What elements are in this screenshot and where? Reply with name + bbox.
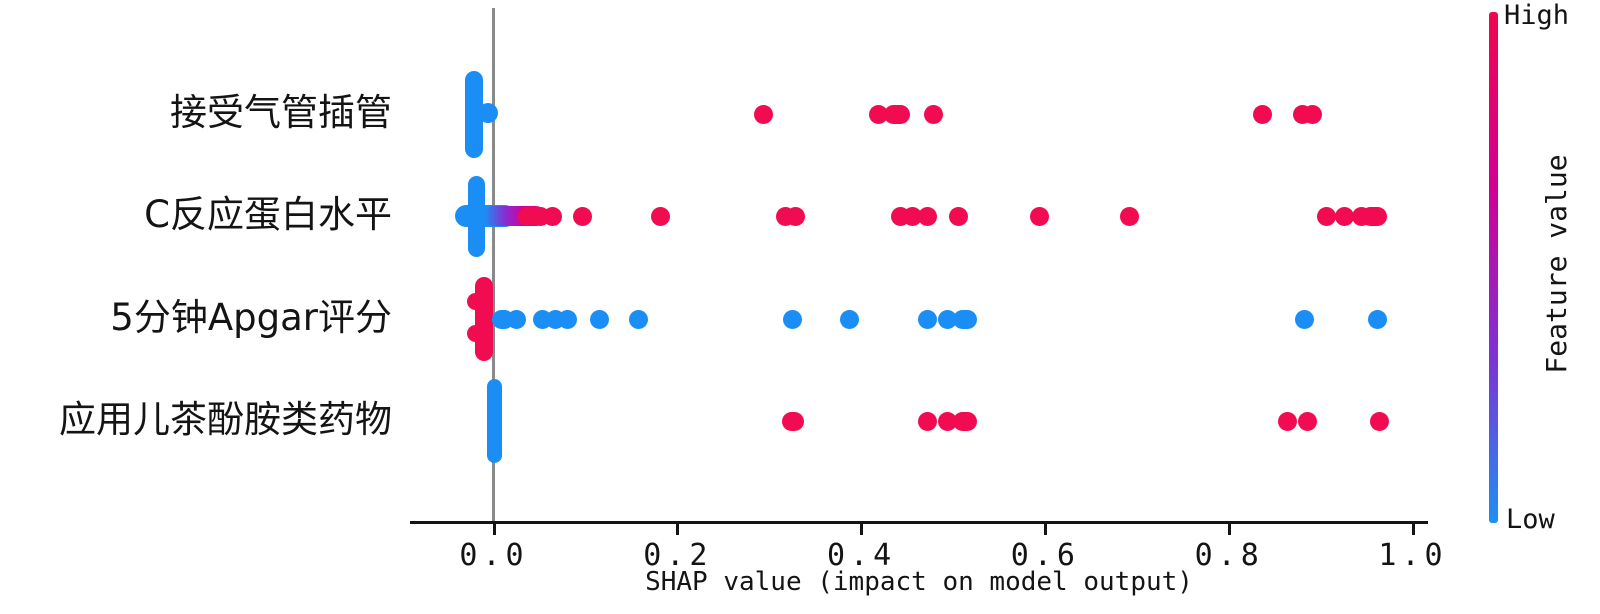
shap-point <box>1335 206 1355 226</box>
x-tick <box>1411 521 1415 535</box>
x-tick-label: 0.6 <box>1010 538 1080 573</box>
feature-label: 接受气管插管 <box>170 91 392 134</box>
shap-density-cluster <box>486 379 502 463</box>
shap-cluster-bump <box>467 324 485 342</box>
shap-point <box>1361 206 1388 226</box>
shap-point <box>938 309 958 329</box>
feature-label: 5分钟Apgar评分 <box>110 296 392 339</box>
shap-point <box>923 104 943 124</box>
shap-point <box>868 104 888 124</box>
feature-label: C反应蛋白水平 <box>144 193 392 236</box>
shap-point <box>1367 309 1387 329</box>
shap-point <box>785 206 805 226</box>
shap-point <box>1317 206 1337 226</box>
shap-point <box>918 309 938 329</box>
shap-cluster-bump <box>478 103 499 123</box>
shap-cluster-bump <box>467 292 485 310</box>
shap-point <box>902 206 922 226</box>
colorbar-high-label: High <box>1504 0 1570 31</box>
shap-point <box>918 206 938 226</box>
colorbar-title: Feature value <box>1540 154 1573 374</box>
x-tick-label: 1.0 <box>1378 538 1448 573</box>
x-tick-label: 0.0 <box>459 538 529 573</box>
x-tick <box>676 521 680 535</box>
shap-point <box>1303 104 1323 124</box>
colorbar-low-label: Low <box>1506 504 1555 535</box>
shap-point <box>918 411 938 431</box>
shap-point <box>1030 206 1050 226</box>
shap-point <box>1297 411 1317 431</box>
feature-value-colorbar <box>1489 12 1498 523</box>
x-tick <box>860 521 864 535</box>
shap-point <box>543 206 563 226</box>
x-tick <box>1043 521 1047 535</box>
zero-reference-line <box>492 8 495 523</box>
shap-point <box>952 309 977 329</box>
shap-point <box>572 206 592 226</box>
shap-point <box>1277 411 1297 431</box>
shap-point <box>1370 411 1390 431</box>
shap-point <box>781 411 804 431</box>
x-tick <box>492 521 496 535</box>
feature-label: 应用儿茶酚胺类药物 <box>59 398 392 441</box>
x-tick-label: 0.4 <box>827 538 897 573</box>
shap-point <box>506 309 526 329</box>
shap-point <box>1252 104 1272 124</box>
shap-point <box>628 309 648 329</box>
x-tick-label: 0.8 <box>1194 538 1264 573</box>
shap-point <box>753 104 773 124</box>
x-axis-line <box>410 521 1428 524</box>
shap-point <box>948 206 968 226</box>
shap-density-cluster <box>464 71 483 158</box>
shap-point <box>1295 309 1315 329</box>
x-tick-label: 0.2 <box>643 538 713 573</box>
shap-point <box>650 206 670 226</box>
shap-point <box>840 309 860 329</box>
shap-point <box>1120 206 1140 226</box>
x-tick <box>1227 521 1231 535</box>
shap-density-cluster <box>474 277 493 361</box>
shap-point <box>883 104 910 124</box>
shap-point <box>783 309 803 329</box>
shap-point <box>953 411 978 431</box>
shap-point <box>938 411 958 431</box>
shap-point <box>590 309 610 329</box>
x-axis-title: SHAP value (impact on model output) <box>645 567 1193 597</box>
shap-point <box>558 309 578 329</box>
